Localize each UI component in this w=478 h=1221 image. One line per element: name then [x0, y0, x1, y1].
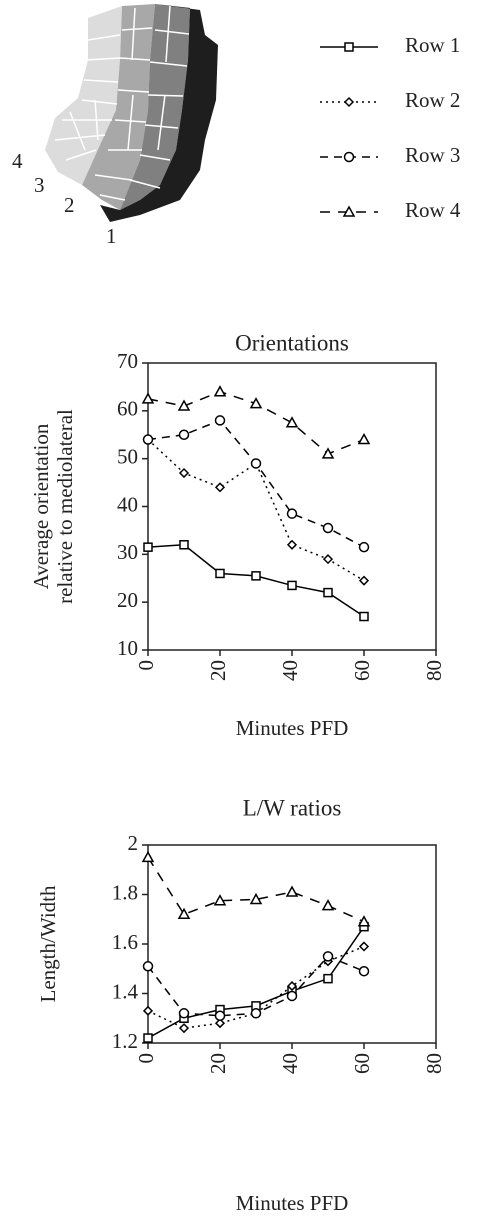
x-axis-label: Minutes PFD [236, 1191, 349, 1215]
data-point [143, 1033, 153, 1043]
legend-label: Row 4 [405, 198, 461, 222]
data-point [178, 467, 190, 479]
legend-marker [344, 42, 354, 52]
y-tick-label: 40 [117, 492, 138, 516]
data-point [286, 990, 298, 1002]
x-tick-label: 0 [134, 1053, 158, 1064]
row-label: 2 [64, 193, 75, 217]
legend-label: Row 1 [405, 33, 460, 57]
data-point [321, 899, 335, 911]
x-tick-label: 0 [134, 660, 158, 671]
data-point [251, 571, 261, 581]
data-point [249, 892, 263, 905]
cell-diagram [45, 4, 218, 222]
y-tick-label: 1.8 [112, 880, 138, 904]
y-tick-label: 1.2 [112, 1029, 138, 1053]
y-tick-label: 70 [117, 349, 138, 373]
y-tick-label: 30 [117, 540, 138, 564]
data-point [250, 458, 262, 469]
plot-frame [147, 362, 437, 651]
chart-title: Orientations [235, 330, 349, 355]
data-point [213, 894, 227, 906]
data-point [358, 965, 370, 977]
data-point [214, 1010, 226, 1022]
data-point [178, 1008, 190, 1019]
series-line [147, 543, 365, 618]
x-tick-label: 60 [350, 660, 374, 681]
data-point [177, 907, 191, 920]
y-axis-label: Length/Width [36, 885, 60, 1002]
data-point [358, 575, 370, 586]
data-point [323, 973, 333, 984]
y-axis-label: Average orientation [29, 423, 53, 589]
data-point [178, 429, 190, 440]
y-tick-label: 1.6 [112, 930, 138, 954]
data-point [179, 540, 189, 550]
data-point [285, 416, 299, 428]
data-point [142, 961, 154, 972]
data-point [214, 482, 226, 493]
plot-frame [147, 844, 437, 1044]
data-point [322, 522, 334, 534]
data-point [285, 885, 299, 897]
row-label: 1 [106, 224, 117, 248]
data-point [357, 915, 371, 927]
data-point [286, 539, 298, 550]
data-point [358, 541, 370, 553]
data-point [142, 434, 154, 445]
legend-marker [342, 205, 356, 217]
data-point [141, 392, 155, 404]
data-point [143, 542, 153, 552]
data-point [322, 951, 334, 962]
data-point [249, 397, 263, 409]
data-point [214, 415, 226, 426]
y-tick-label: 50 [117, 444, 138, 468]
legend-marker [343, 151, 355, 163]
row-label: 4 [12, 149, 23, 173]
legend-label: Row 3 [405, 143, 460, 167]
data-point [177, 399, 191, 411]
data-point [250, 1008, 262, 1019]
x-axis-label: Minutes PFD [236, 716, 349, 740]
data-point [321, 447, 335, 459]
y-tick-label: 1.4 [112, 979, 139, 1003]
data-point [178, 1023, 190, 1034]
data-point [357, 432, 371, 445]
data-point [286, 508, 298, 519]
chart-title: L/W ratios [243, 795, 342, 820]
data-point [286, 981, 298, 992]
series-line [147, 856, 365, 923]
x-tick-label: 60 [350, 1053, 374, 1074]
y-tick-label: 20 [117, 588, 138, 612]
data-point [214, 1018, 226, 1029]
x-tick-label: 20 [206, 1053, 230, 1074]
row-label: 3 [34, 173, 45, 197]
data-point [141, 850, 155, 863]
data-point [322, 554, 334, 565]
data-point [142, 1005, 154, 1016]
data-point [323, 587, 333, 598]
y-tick-label: 2 [128, 831, 139, 855]
y-tick-label: 10 [117, 636, 138, 660]
data-point [213, 385, 227, 397]
legend-label: Row 2 [405, 88, 460, 112]
data-point [215, 568, 225, 579]
x-tick-label: 20 [206, 660, 230, 681]
data-point [287, 580, 297, 591]
x-tick-label: 40 [278, 1053, 302, 1074]
data-point [359, 611, 369, 622]
legend-marker [343, 96, 355, 108]
x-tick-label: 80 [422, 660, 446, 681]
y-tick-label: 60 [117, 397, 138, 421]
x-tick-label: 80 [422, 1053, 446, 1074]
data-point [358, 941, 370, 952]
x-tick-label: 40 [278, 660, 302, 681]
y-axis-label: relative to mediolateral [53, 409, 77, 604]
